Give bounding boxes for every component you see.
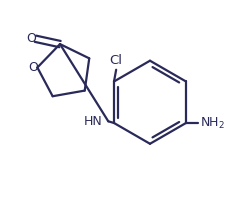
Text: HN: HN [83,115,102,128]
Text: O: O [28,61,38,74]
Text: NH$_2$: NH$_2$ [199,115,224,131]
Text: Cl: Cl [109,53,122,66]
Text: O: O [26,32,36,45]
